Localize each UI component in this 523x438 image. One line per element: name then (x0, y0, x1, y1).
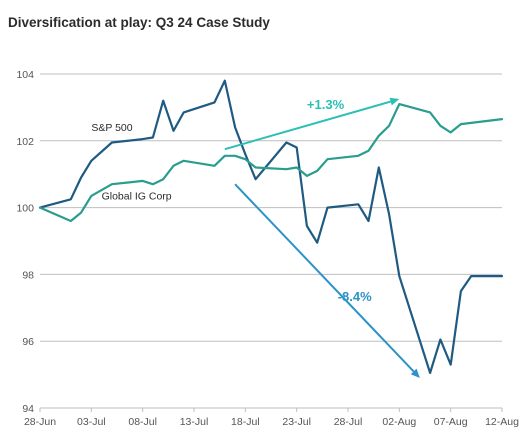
x-tick-label: 03-Jul (77, 416, 106, 428)
x-tick-label: 02-Aug (382, 416, 416, 428)
series-line-sp500 (38, 79, 504, 374)
annotation-arrowhead (389, 97, 400, 106)
grid (40, 73, 502, 409)
annotation-arrow (224, 100, 391, 151)
series-name-label: Global IG Corp (102, 190, 172, 202)
series-line-global-ig-corp (38, 102, 504, 223)
annotation-arrowhead (410, 368, 420, 378)
y-tick-label: 94 (22, 403, 34, 415)
x-tick-label: 23-Jul (282, 416, 311, 428)
series-labels: S&P 500 Global IG Corp (91, 122, 171, 202)
x-tick-label: 28-Jun (24, 416, 56, 428)
y-tick-label: 100 (16, 203, 34, 215)
y-tick-label: 102 (16, 136, 34, 148)
annotation-label: -8.4% (338, 289, 372, 304)
y-tick-label: 104 (16, 69, 34, 81)
series-name-label: S&P 500 (91, 122, 132, 134)
annotation-arrow (234, 183, 415, 373)
x-tick-label: 13-Jul (180, 416, 209, 428)
x-tick-label: 08-Jul (128, 416, 157, 428)
x-tick-label: 28-Jul (334, 416, 363, 428)
x-tick-label: 07-Aug (434, 416, 468, 428)
y-tick-label: 96 (22, 336, 34, 348)
y-tick-label: 98 (22, 269, 34, 281)
annotation-label: +1.3% (307, 97, 345, 112)
chart-title: Diversification at play: Q3 24 Case Stud… (8, 15, 270, 30)
axes: 94 96 98 100 102 104 28-Jun 03-Jul 08-Jul 13-Jul 1… (16, 69, 519, 428)
annotations: +1.3% -8.4% (224, 97, 420, 378)
x-tick-label: 12-Aug (485, 416, 519, 428)
series (38, 79, 504, 374)
x-tick-label: 18-Jul (231, 416, 260, 428)
